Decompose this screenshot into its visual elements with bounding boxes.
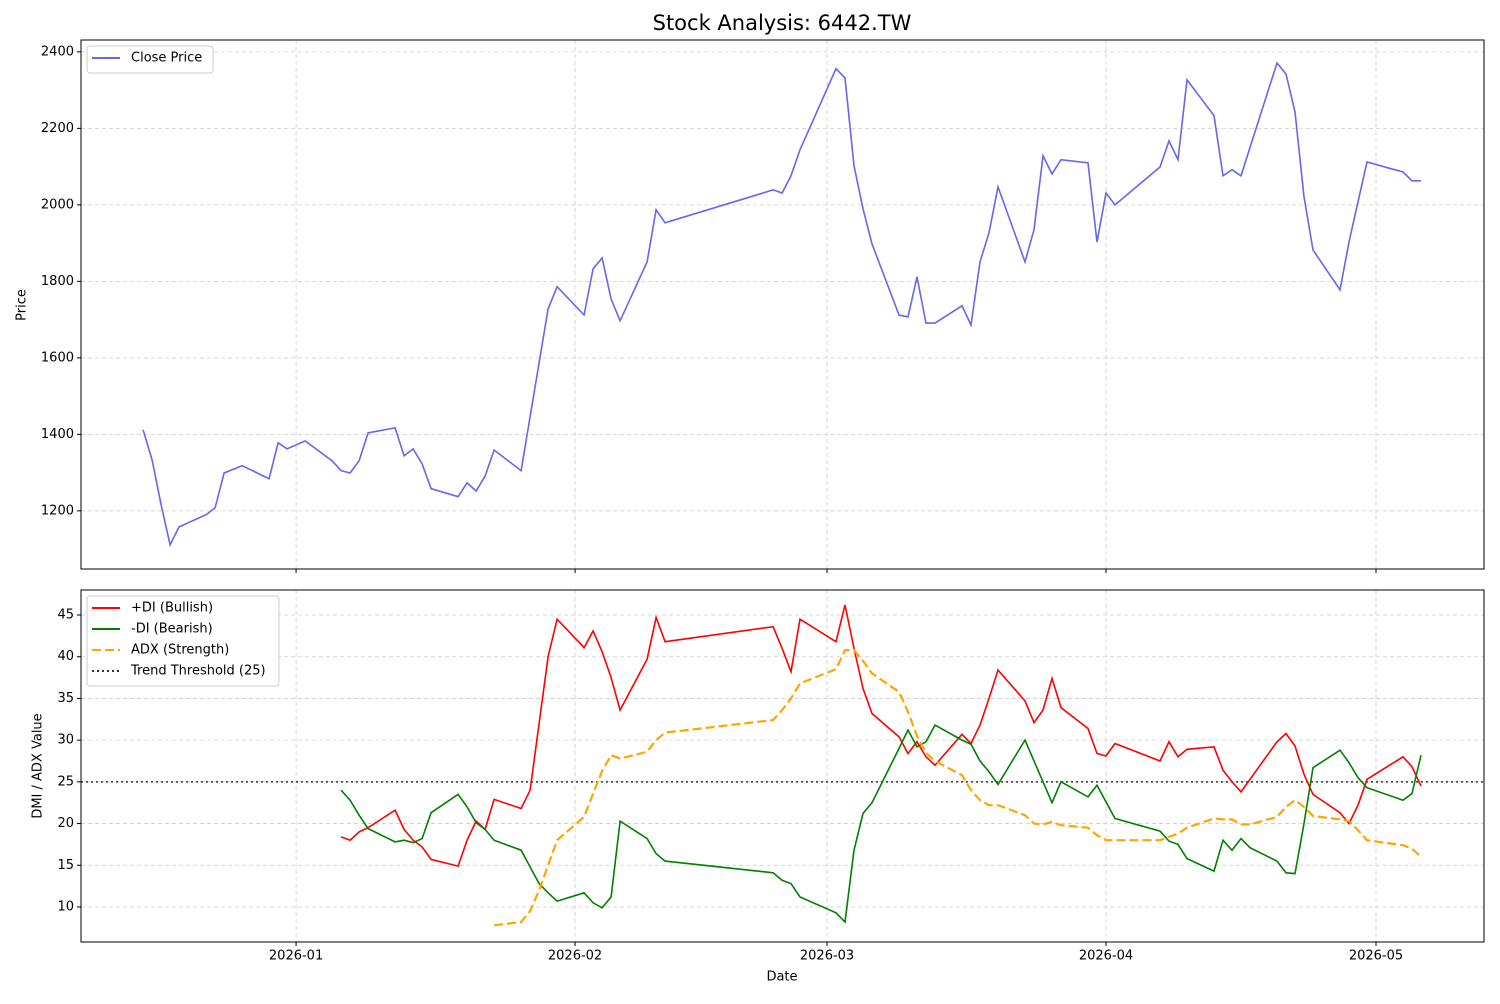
data-line [142,61,1421,548]
y-tick-label: 45 [57,608,74,623]
legend-label: +DI (Bullish) [131,601,213,616]
y-tick-label: 2000 [41,197,74,212]
x-tick-label: 2026-05 [1349,949,1403,964]
y-tick-label: 25 [57,774,74,789]
x-tick-label: 2026-04 [1079,949,1133,964]
y-tick-label: 30 [57,733,74,748]
y-tick-label: 1600 [41,350,74,365]
x-axis-label: Date [766,970,797,985]
y-tick-label: 15 [57,858,74,873]
y-tick-label: 2200 [41,121,74,136]
legend-box [86,45,214,74]
data-line [493,649,1422,927]
x-tick-label: 2026-01 [269,949,323,964]
y-tick-label: 10 [57,899,74,914]
y-tick-label: 20 [57,816,74,831]
y-axis-label: DMI / ADX Value [31,713,46,818]
y-tick-label: 1800 [41,274,74,289]
y-tick-label: 2400 [41,44,74,59]
data-line [340,604,1422,868]
data-line [340,724,1422,924]
legend-label: Trend Threshold (25) [130,664,266,679]
plot-frame [80,39,1485,570]
y-tick-label: 1200 [41,503,74,518]
x-tick-label: 2026-03 [800,949,854,964]
legend-label: ADX (Strength) [131,643,229,658]
chart-title: Stock Analysis: 6442.TW [653,11,912,35]
legend: Close Price [86,45,214,74]
legend: +DI (Bullish) -DI (Bearish) ADX (Strength)… [86,595,280,687]
legend-label: Close Price [131,51,202,66]
x-tick-label: 2026-02 [548,949,602,964]
y-axis-label: Price [15,289,30,321]
y-tick-label: 1400 [41,427,74,442]
plot-frame [80,589,1485,943]
legend-box [86,595,280,687]
y-tick-label: 40 [57,649,74,664]
legend-label: -DI (Bearish) [131,622,213,637]
y-tick-label: 35 [57,691,74,706]
